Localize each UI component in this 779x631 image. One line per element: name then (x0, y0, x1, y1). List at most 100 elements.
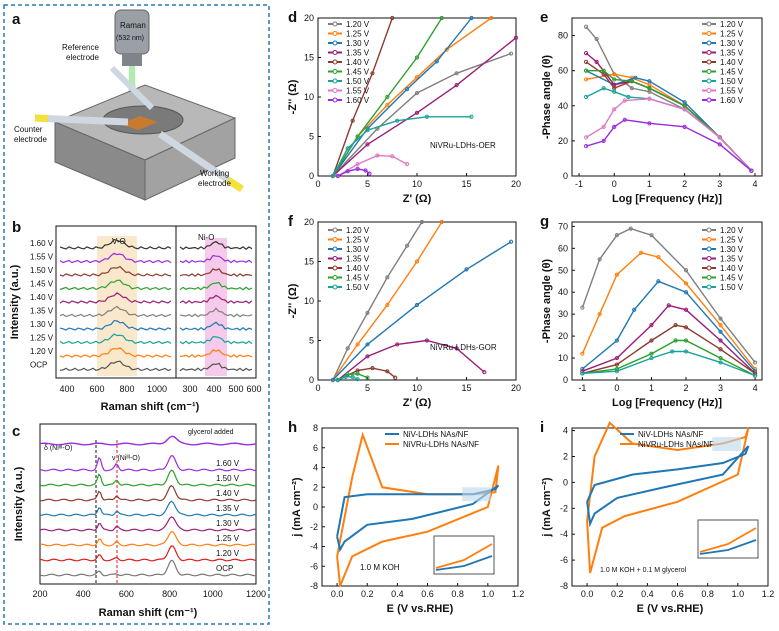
chart-g-point (683, 307, 689, 312)
chart-f-ytick-label: 5 (309, 336, 314, 346)
chart-e-legend-label: 1.55 V (720, 87, 744, 96)
chart-e-point (583, 77, 589, 82)
chart-e-point (647, 79, 652, 84)
chart-g-point (683, 290, 689, 295)
reference-electrode (109, 65, 155, 111)
chart-e-legend-marker (706, 31, 712, 36)
panel-c-spectrum (39, 469, 257, 487)
chart-d-point (355, 134, 360, 139)
chart-g-legend-marker (706, 256, 712, 261)
chart-d-point (508, 51, 514, 56)
chart-h-xtick-label: 0.0 (331, 589, 344, 599)
chart-e-point (622, 117, 627, 122)
panel-c-spectrum (39, 545, 257, 562)
panel-c-series-labels: 1.60 V 1.50 V 1.40 V 1.35 V 1.30 V 1.25 V 1.20… (216, 459, 240, 573)
chart-g-legend-marker (706, 265, 712, 271)
panel-c-ticks: 200 400 600 800 1000 1200 (32, 589, 266, 599)
chart-d-xtick-label: 5 (365, 179, 370, 189)
chart-e-point (647, 96, 652, 101)
chart-d-point (405, 87, 410, 92)
chart-e-point (633, 75, 638, 80)
panel-b-xtick-label: 300 (182, 384, 197, 394)
chart-g-legend-label: 1.35 V (720, 255, 744, 264)
chart-h-xtick-label: 0.4 (391, 589, 404, 599)
chart-e-xtick-label: 4 (752, 179, 757, 189)
chart-e-point (612, 107, 617, 112)
chart-e-xtick-label: -1 (575, 179, 583, 189)
chart-f-legend-label: 1.50 V (346, 283, 370, 292)
counter-label-2: electrode (14, 135, 47, 144)
chart-i-ytick-label: -8 (560, 581, 568, 591)
chart-e-legend-label: 1.30 V (720, 39, 744, 48)
chart-e-ytick-label: 60 (558, 66, 568, 76)
chart-h-ytick-label: 2 (313, 482, 318, 492)
chart-f-xtick-label: 20 (511, 383, 521, 393)
chart-g-legend-label: 1.25 V (720, 236, 744, 245)
panel-b-spectrum-left (59, 360, 172, 372)
chart-d-point (330, 173, 335, 179)
reference-label: Reference (62, 43, 99, 52)
panel-b-series-label: 1.30 V (30, 320, 54, 329)
chart-i-ytick-label: 2 (563, 451, 568, 461)
chart-d-point (350, 118, 355, 123)
chart-i-xtick-label: 1.0 (732, 589, 745, 599)
panel-b-xtick-label: 1000 (147, 384, 167, 394)
chart-h-xtick-label: 1.2 (512, 589, 525, 599)
panel-c-series-label: 1.60 V (216, 459, 240, 468)
chart-e-series-line (585, 119, 752, 172)
chart-e-xtick-label: 2 (682, 179, 687, 189)
chart-e-frame (571, 17, 763, 177)
chart-i-inset (697, 519, 759, 559)
chart-i-xtick-label: 0.0 (581, 589, 594, 599)
counter-label: Counter (14, 125, 43, 134)
panel-b-spectrum-left (59, 320, 172, 331)
chart-d-point (414, 55, 420, 60)
panel-b-spectrum-right (179, 268, 253, 277)
chart-i-ytick-label: -2 (560, 503, 568, 513)
panel-b-ticks: 400 600 800 1000 300 400 500 600 (59, 384, 261, 394)
chart-d-legend-label: 1.45 V (346, 68, 370, 77)
chart-f-legend-marker (332, 246, 338, 252)
panel-c-series-label: 1.30 V (216, 519, 240, 528)
chart-g-ytick-label: 0 (563, 375, 568, 385)
chart-d-series-line (332, 17, 393, 177)
panel-b-xlabel: Raman shift (cm⁻¹) (101, 401, 200, 413)
chart-d-point (385, 102, 390, 108)
chart-g-point (649, 338, 654, 343)
laser-label: (532 nm) (116, 35, 144, 42)
panel-b-spectrum-right (179, 254, 253, 264)
panel-b-spectrum-left (59, 347, 172, 358)
counter-electrode-tip (34, 114, 49, 123)
chart-g-ytick-label: 70 (558, 221, 568, 231)
chart-e-xtick-label: 1 (647, 179, 652, 189)
panel-b-label: b (12, 219, 21, 236)
chart-e-ylabel: -Phase angle (θ) (541, 55, 553, 140)
chart-g-point (638, 250, 644, 255)
chart-f-point (439, 219, 444, 225)
panel-c-label: c (12, 423, 20, 440)
chart-h-ytick-label: -2 (310, 522, 318, 532)
panel-b-series-label: 1.45 V (30, 280, 54, 289)
chart-f-point (345, 346, 350, 351)
chart-f-point (355, 371, 360, 376)
chart-d-point (370, 71, 375, 76)
panel-b-series-label: 1.55 V (30, 253, 54, 262)
chart-g-point (628, 226, 633, 231)
chart-h-ytick-label: -6 (310, 561, 318, 571)
working-electrode (158, 131, 242, 191)
chart-d-legend-label: 1.20 V (346, 20, 370, 29)
chart-i-xtick-label: 0.4 (641, 589, 654, 599)
chart-f-xlabel: Z' (Ω) (403, 397, 432, 409)
chart-f-point (482, 370, 487, 375)
chart-f-legend-label: 1.30 V (346, 245, 370, 254)
chart-g-legend-marker (706, 284, 712, 290)
panel-b-spectrum-right (179, 349, 253, 358)
chart-d-xtick-label: 0 (315, 179, 320, 189)
chart-d-point (439, 15, 444, 21)
panel-c-xlabel: Raman shift (cm⁻¹) (99, 607, 198, 619)
chart-g-point (597, 257, 602, 262)
chart-e-point (717, 142, 722, 147)
nio-label: Ni-O (198, 233, 214, 242)
chart-d-legend-label: 1.35 V (346, 49, 370, 58)
chart-g-series-line (582, 350, 756, 377)
